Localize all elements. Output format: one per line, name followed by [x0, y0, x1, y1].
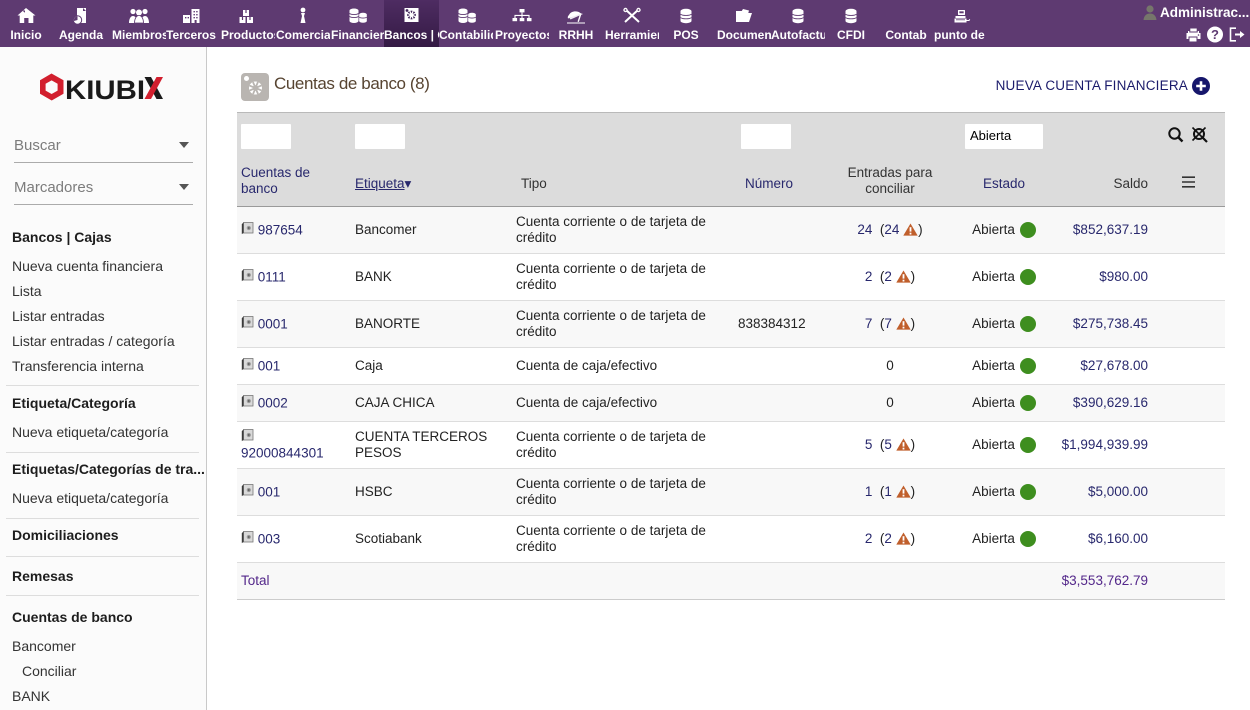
- svg-text:?: ?: [1211, 27, 1219, 42]
- svg-text:KIUBI: KIUBI: [65, 75, 145, 104]
